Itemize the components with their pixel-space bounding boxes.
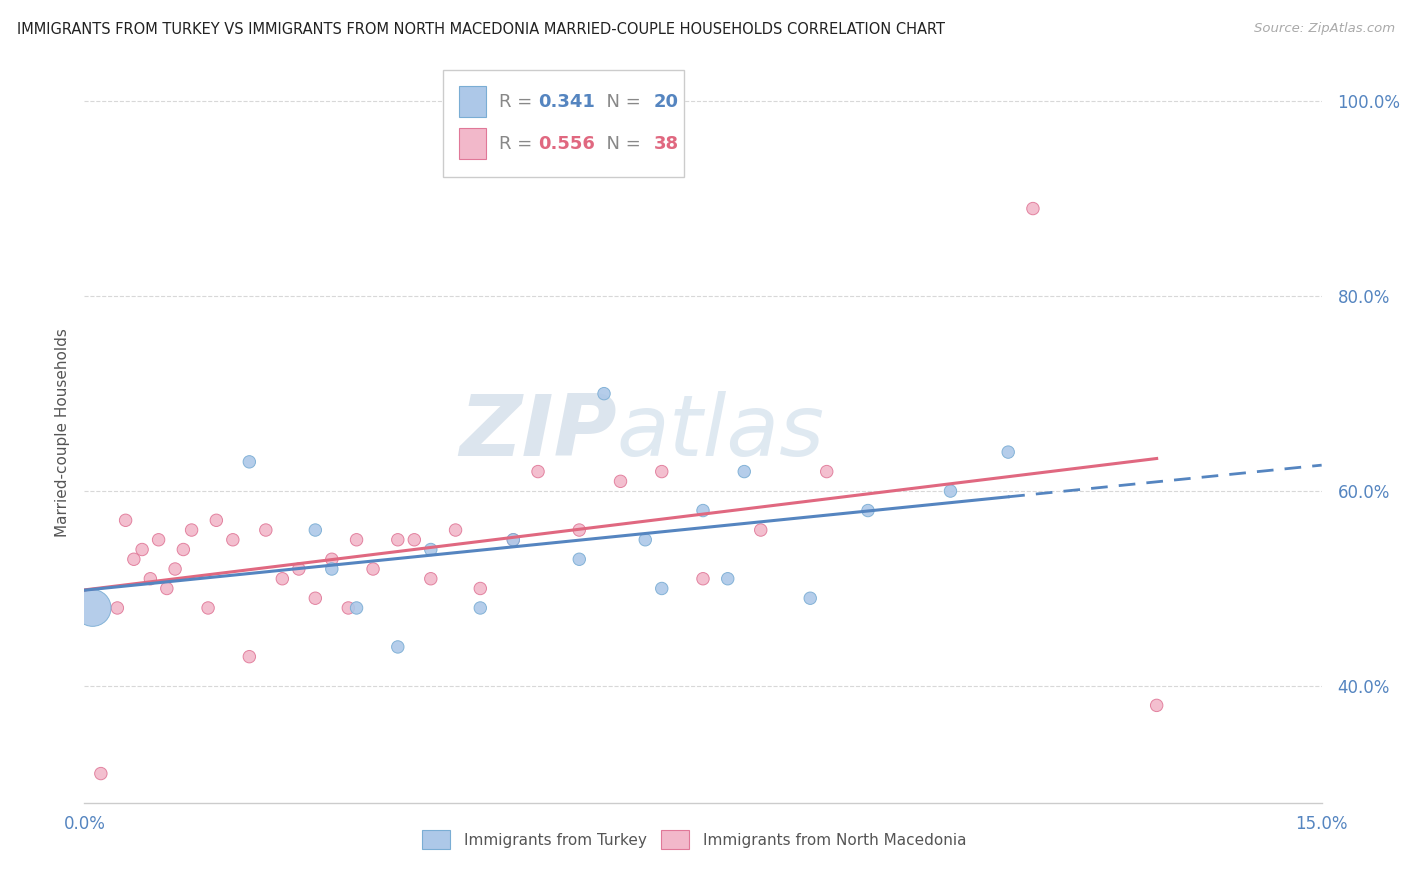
Point: [288, 562, 311, 576]
Y-axis label: Married-couple Households: Married-couple Households: [55, 328, 70, 537]
Point: [568, 523, 591, 537]
Point: [337, 601, 360, 615]
Point: [997, 445, 1019, 459]
Text: Immigrants from North Macedonia: Immigrants from North Macedonia: [703, 833, 966, 847]
Point: [692, 503, 714, 517]
Point: [105, 601, 128, 615]
Text: 0.556: 0.556: [538, 135, 595, 153]
Point: [304, 523, 326, 537]
FancyBboxPatch shape: [443, 70, 685, 178]
Point: [609, 475, 631, 489]
Point: [165, 562, 187, 576]
Point: [304, 591, 326, 606]
Point: [222, 533, 245, 547]
Text: R =: R =: [499, 135, 538, 153]
Point: [139, 572, 162, 586]
Point: [444, 523, 467, 537]
Point: [856, 503, 879, 517]
Point: [527, 465, 550, 479]
Point: [1022, 202, 1045, 216]
Point: [419, 572, 441, 586]
Point: [387, 640, 409, 654]
Point: [717, 572, 740, 586]
Point: [238, 455, 260, 469]
Point: [419, 542, 441, 557]
Text: 20: 20: [654, 93, 679, 111]
Point: [131, 542, 153, 557]
Point: [271, 572, 294, 586]
Point: [148, 533, 170, 547]
Point: [815, 465, 838, 479]
Point: [387, 533, 409, 547]
Point: [502, 533, 524, 547]
Point: [346, 601, 368, 615]
Point: [156, 582, 179, 596]
Text: N =: N =: [595, 135, 647, 153]
Text: N =: N =: [595, 93, 647, 111]
Text: R =: R =: [499, 93, 538, 111]
Point: [593, 386, 616, 401]
Bar: [460, 128, 486, 160]
Point: [939, 484, 962, 499]
Point: [470, 582, 492, 596]
Point: [321, 562, 343, 576]
Point: [114, 513, 136, 527]
Text: Immigrants from Turkey: Immigrants from Turkey: [464, 833, 647, 847]
Point: [651, 582, 673, 596]
Point: [651, 465, 673, 479]
Point: [180, 523, 202, 537]
Point: [197, 601, 219, 615]
Point: [82, 601, 104, 615]
Text: Source: ZipAtlas.com: Source: ZipAtlas.com: [1254, 22, 1395, 36]
Point: [692, 572, 714, 586]
Point: [1146, 698, 1168, 713]
Point: [254, 523, 277, 537]
Point: [361, 562, 384, 576]
Point: [749, 523, 772, 537]
Text: 0.341: 0.341: [538, 93, 595, 111]
Bar: [460, 87, 486, 117]
Point: [238, 649, 260, 664]
Text: 38: 38: [654, 135, 679, 153]
Point: [733, 465, 755, 479]
Point: [404, 533, 426, 547]
Point: [122, 552, 145, 566]
Point: [634, 533, 657, 547]
Point: [321, 552, 343, 566]
Point: [172, 542, 194, 557]
Point: [90, 766, 112, 780]
Text: IMMIGRANTS FROM TURKEY VS IMMIGRANTS FROM NORTH MACEDONIA MARRIED-COUPLE HOUSEHO: IMMIGRANTS FROM TURKEY VS IMMIGRANTS FRO…: [17, 22, 945, 37]
Point: [799, 591, 821, 606]
Text: ZIP: ZIP: [458, 391, 616, 475]
Text: atlas: atlas: [616, 391, 824, 475]
Point: [502, 533, 524, 547]
Point: [205, 513, 228, 527]
Point: [470, 601, 492, 615]
Point: [568, 552, 591, 566]
Point: [346, 533, 368, 547]
